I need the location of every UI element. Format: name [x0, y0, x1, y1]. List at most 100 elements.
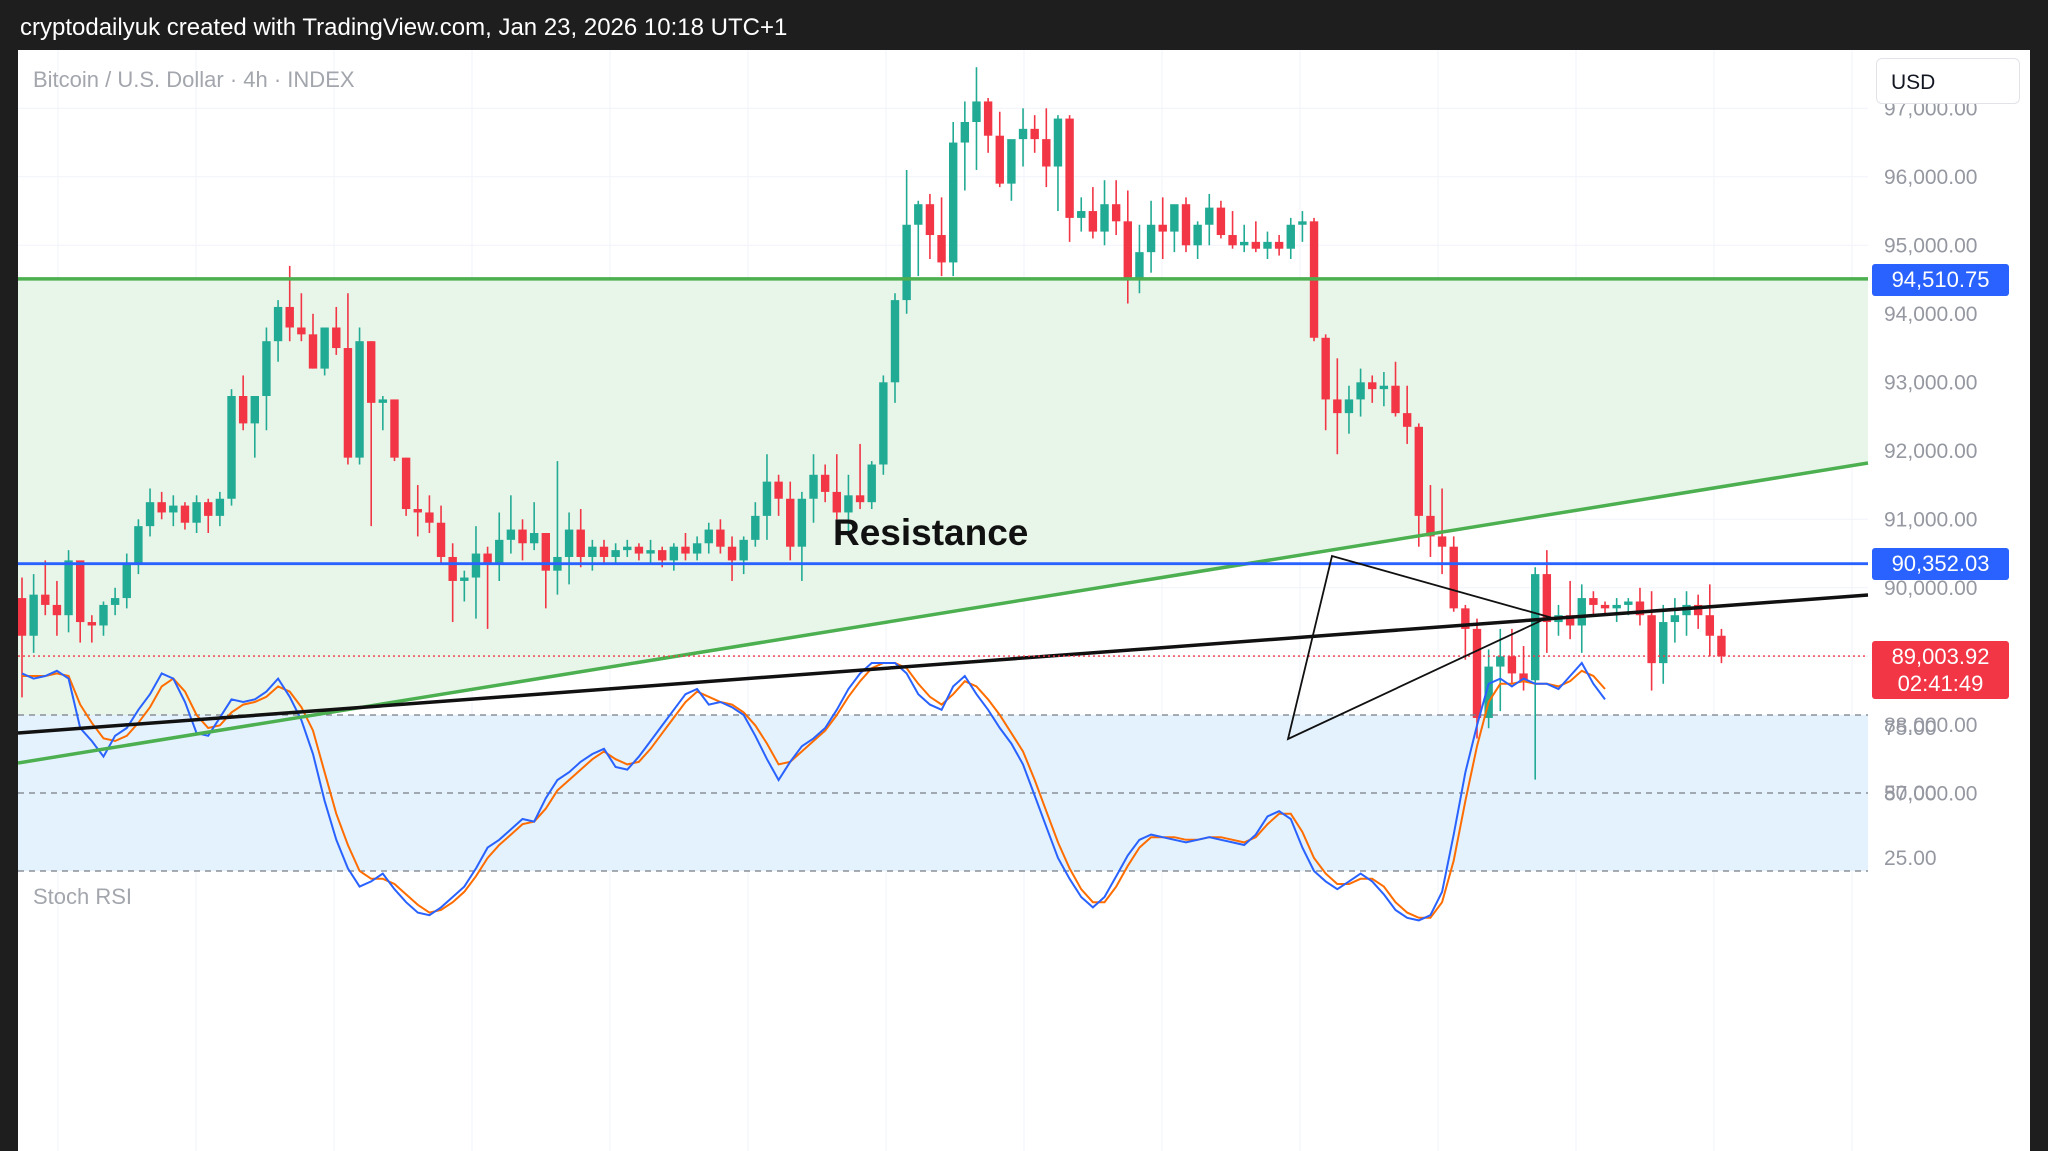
- candle-body: [180, 505, 190, 523]
- candle: [1030, 115, 1039, 153]
- attribution-title: cryptodailyuk created with TradingView.c…: [20, 14, 788, 41]
- candle-body: [1705, 615, 1714, 636]
- candle: [471, 526, 481, 619]
- candle: [867, 461, 876, 510]
- candle-body: [169, 505, 178, 513]
- candle: [1274, 235, 1284, 256]
- candle-body: [1670, 615, 1680, 623]
- candle: [145, 488, 155, 537]
- candle: [1589, 591, 1598, 616]
- price-tick-label: 96,000.00: [1884, 166, 1977, 189]
- candle-body: [1577, 598, 1586, 626]
- candle: [890, 293, 900, 403]
- candle-body: [1193, 224, 1202, 246]
- candle: [495, 512, 504, 581]
- candle-body: [1111, 204, 1121, 222]
- candle-body: [1484, 666, 1493, 718]
- candle: [110, 587, 120, 616]
- candle: [367, 341, 376, 527]
- candle-body: [1321, 337, 1330, 400]
- candle-body: [692, 543, 702, 554]
- candle: [1228, 211, 1237, 249]
- candle-body: [285, 306, 294, 328]
- candle: [1205, 193, 1214, 246]
- candle: [1484, 649, 1493, 729]
- candle: [506, 495, 516, 554]
- candle: [1170, 204, 1179, 253]
- candle-body: [541, 533, 550, 571]
- candle-body: [110, 598, 120, 605]
- candle: [52, 580, 62, 636]
- stoch-layer: [18, 661, 1868, 922]
- candle-body: [879, 382, 888, 465]
- candle: [425, 495, 434, 533]
- candle-body: [460, 577, 469, 581]
- candle: [1670, 598, 1680, 643]
- candle-body: [1519, 673, 1528, 681]
- candle: [716, 519, 725, 554]
- currency-selector[interactable]: USD: [1876, 58, 2020, 104]
- resistance-price-tag: 90,352.03: [1872, 548, 2009, 580]
- candle-body: [320, 327, 329, 369]
- candle-body: [1507, 656, 1517, 674]
- candle: [1368, 375, 1377, 403]
- candle: [1088, 187, 1098, 239]
- candle-body: [925, 204, 935, 236]
- candle-body: [1589, 598, 1598, 605]
- candle: [238, 375, 248, 431]
- candle: [1111, 180, 1121, 236]
- candle: [914, 200, 923, 277]
- candle-body: [390, 399, 399, 458]
- candle: [762, 454, 772, 540]
- candle-body: [914, 204, 923, 225]
- candle-body: [308, 334, 318, 369]
- stoch-tick-label: 50.00: [1884, 782, 1937, 805]
- candle: [204, 498, 213, 533]
- candle-body: [1635, 601, 1645, 616]
- candle-body: [1286, 224, 1295, 249]
- candle-body: [1368, 382, 1377, 390]
- candle-body: [774, 481, 783, 499]
- candle: [250, 396, 259, 458]
- candle-body: [425, 512, 434, 523]
- candle-body: [937, 235, 946, 263]
- candle: [564, 512, 574, 585]
- price-tick-label: 92,000.00: [1884, 440, 1977, 463]
- candle-body: [332, 327, 341, 349]
- candle-body: [786, 498, 795, 547]
- candle-body: [960, 122, 970, 143]
- candle-body: [401, 457, 411, 510]
- candle-body: [1088, 211, 1098, 232]
- candle-body: [343, 348, 353, 458]
- candle: [844, 474, 853, 533]
- candle: [1519, 646, 1528, 691]
- candle: [355, 327, 364, 465]
- candle-body: [1333, 399, 1342, 414]
- candle: [1135, 224, 1144, 294]
- candle-body: [1181, 204, 1191, 246]
- candle-body: [669, 546, 679, 561]
- candle-body: [1042, 139, 1051, 167]
- candle: [1472, 618, 1482, 739]
- candle-body: [1624, 601, 1633, 605]
- candle: [972, 67, 981, 170]
- candle: [1018, 108, 1028, 167]
- candle: [29, 574, 38, 653]
- candle-body: [87, 622, 97, 626]
- candle: [1251, 221, 1261, 253]
- candle: [87, 615, 97, 643]
- stoch-rsi-title: Stoch RSI: [33, 884, 133, 909]
- candle-body: [1379, 385, 1389, 390]
- candle-body: [1263, 241, 1272, 249]
- candle-body: [634, 546, 644, 554]
- candle-body: [250, 396, 259, 424]
- candle: [1053, 115, 1063, 212]
- drawings-layer: [18, 277, 1869, 765]
- chart-canvas[interactable]: 87,000.0088,000.0089,000.0090,000.0091,0…: [18, 50, 2030, 1151]
- candle-body: [1600, 604, 1610, 609]
- candle-body: [809, 474, 818, 499]
- candle: [576, 509, 585, 568]
- candle: [727, 536, 737, 581]
- candle: [611, 543, 620, 564]
- candle-body: [273, 306, 283, 342]
